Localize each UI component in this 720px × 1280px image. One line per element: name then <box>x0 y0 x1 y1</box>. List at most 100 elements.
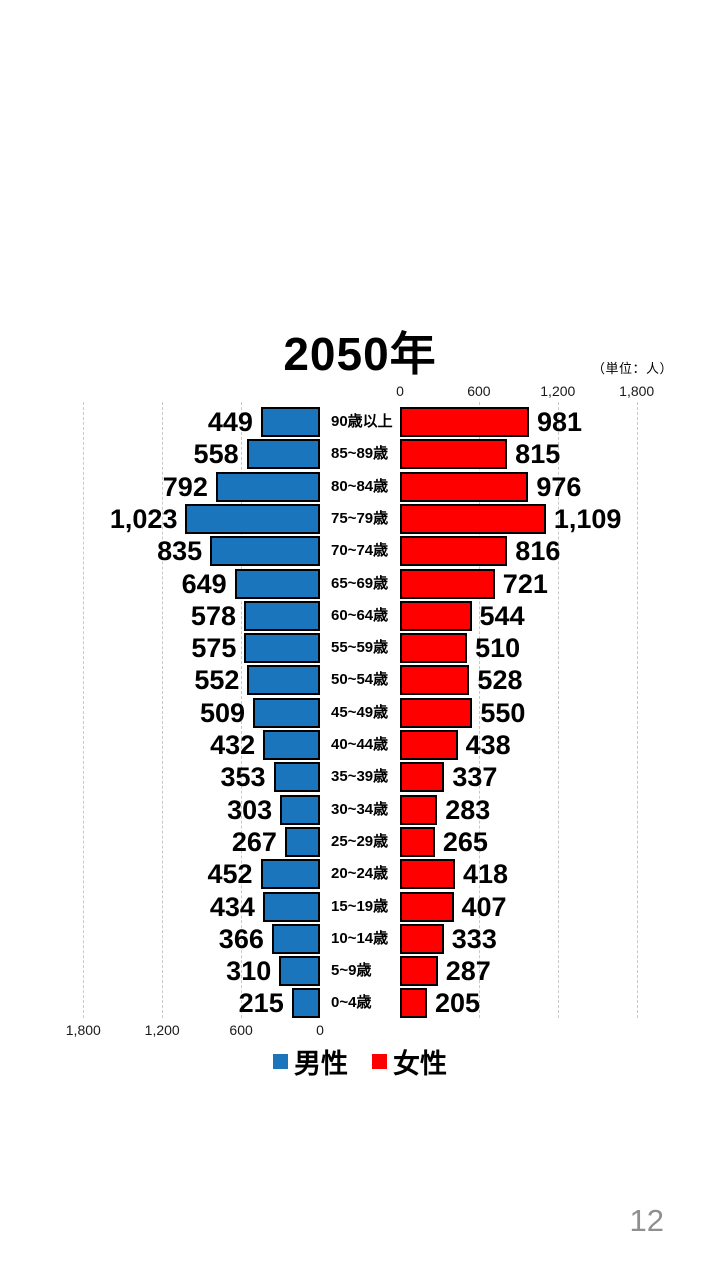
female-bar <box>400 859 455 890</box>
female-bar <box>400 471 529 502</box>
female-value-label: 816 <box>515 536 561 567</box>
age-group-label: 0~4歳 <box>331 994 372 1012</box>
age-group-label: 45~49歳 <box>331 703 389 721</box>
legend-item: 男性 <box>273 1042 348 1081</box>
female-bar <box>400 665 470 696</box>
axis-tick-bottom: 0 <box>316 1022 324 1038</box>
male-bar <box>271 923 320 954</box>
female-bar <box>400 633 468 664</box>
male-value-label: 649 <box>181 568 227 599</box>
male-value-label: 509 <box>200 697 246 728</box>
age-group-label: 85~89歳 <box>331 445 389 463</box>
male-value-label: 552 <box>194 665 240 696</box>
age-group-label: 75~79歳 <box>331 509 389 527</box>
female-bar <box>400 697 473 728</box>
male-bar <box>273 762 320 793</box>
axis-tick-top: 0 <box>396 383 404 399</box>
gridline <box>241 402 243 1018</box>
male-bar <box>262 891 320 922</box>
female-bar <box>400 826 435 857</box>
female-bar <box>400 536 508 567</box>
axis-tick-bottom: 600 <box>229 1022 253 1038</box>
male-bar <box>253 697 320 728</box>
age-group-label: 35~39歳 <box>331 768 389 786</box>
male-bar <box>260 407 320 437</box>
female-value-label: 438 <box>465 730 511 760</box>
male-bar <box>280 794 320 825</box>
male-value-label: 353 <box>220 762 266 793</box>
male-value-label: 366 <box>218 923 264 954</box>
female-value-label: 407 <box>461 891 507 922</box>
female-bar <box>400 503 546 534</box>
age-group-label: 50~54歳 <box>331 671 389 689</box>
age-group-label: 15~19歳 <box>331 897 389 915</box>
male-bar <box>210 536 320 567</box>
male-bar <box>279 956 320 987</box>
female-value-label: 528 <box>477 665 523 696</box>
legend-item: 女性 <box>372 1042 447 1081</box>
age-group-label: 10~14歳 <box>331 929 389 947</box>
female-bar <box>400 568 495 599</box>
female-value-label: 418 <box>462 859 509 890</box>
male-bar <box>246 439 320 470</box>
male-value-label: 452 <box>207 859 253 890</box>
age-group-label: 55~59歳 <box>331 639 389 657</box>
axis-tick-top: 600 <box>467 383 491 399</box>
male-bar <box>291 988 320 1019</box>
female-bar <box>400 923 444 954</box>
male-value-label: 449 <box>207 407 253 437</box>
age-group-label: 25~29歳 <box>331 832 389 850</box>
age-group-label: 90歳以上 <box>331 413 393 430</box>
male-value-label: 267 <box>231 826 277 857</box>
female-bar <box>400 730 458 760</box>
legend-swatch <box>273 1053 288 1069</box>
female-value-label: 333 <box>451 923 497 954</box>
female-value-label: 287 <box>445 956 491 987</box>
female-value-label: 205 <box>434 988 481 1019</box>
axis-tick-bottom: 1,200 <box>144 1022 180 1038</box>
male-value-label: 835 <box>157 536 203 567</box>
gridline <box>83 402 85 1018</box>
female-value-label: 283 <box>445 794 491 825</box>
male-bar <box>234 568 320 599</box>
chart-title: 2050年 <box>283 328 437 380</box>
female-value-label: 981 <box>537 407 583 437</box>
page-number: 12 <box>629 1203 664 1238</box>
female-value-label: 337 <box>452 762 498 793</box>
female-bar <box>400 407 529 437</box>
legend: 男性 女性 <box>0 1043 720 1079</box>
female-bar <box>400 762 445 793</box>
female-value-label: 976 <box>536 471 582 502</box>
gridline <box>636 402 638 1018</box>
male-value-label: 310 <box>226 956 272 987</box>
legend-swatch <box>372 1053 387 1069</box>
female-value-label: 1,109 <box>553 503 622 534</box>
female-value-label: 815 <box>515 439 561 470</box>
gridline <box>162 402 164 1018</box>
female-value-label: 510 <box>475 633 521 664</box>
female-bar <box>400 794 438 825</box>
male-value-label: 575 <box>191 633 237 664</box>
male-value-label: 215 <box>238 988 284 1019</box>
male-bar <box>243 600 320 631</box>
age-group-label: 30~34歳 <box>331 800 389 818</box>
male-value-label: 578 <box>190 600 236 631</box>
axis-tick-bottom: 1,800 <box>65 1022 101 1038</box>
male-value-label: 303 <box>227 794 273 825</box>
legend-series-label: 男性 <box>294 1048 348 1079</box>
age-group-label: 40~44歳 <box>331 736 389 753</box>
male-bar <box>260 859 320 890</box>
gridline <box>557 402 559 1018</box>
male-bar <box>247 665 320 696</box>
male-bar <box>244 633 320 664</box>
male-value-label: 432 <box>210 730 256 760</box>
female-bar <box>400 439 508 470</box>
female-value-label: 265 <box>442 826 488 857</box>
female-value-label: 550 <box>480 697 526 728</box>
male-value-label: 434 <box>209 891 255 922</box>
female-bar <box>400 956 438 987</box>
male-value-label: 1,023 <box>109 503 178 534</box>
age-group-label: 70~74歳 <box>331 542 389 560</box>
